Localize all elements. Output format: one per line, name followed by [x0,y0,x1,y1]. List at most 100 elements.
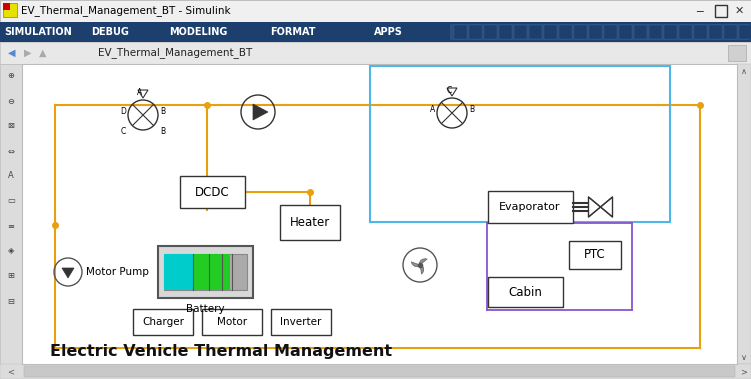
Text: EV_Thermal_Management_BT: EV_Thermal_Management_BT [98,47,252,58]
Text: A: A [430,105,435,114]
Bar [133,309,193,335]
Bar [634,25,647,39]
Bar [0,64,22,364]
Bar [728,45,746,61]
Text: B: B [469,105,474,114]
Text: Evaporator: Evaporator [499,202,561,212]
Text: B: B [160,108,165,116]
Text: ≡: ≡ [8,221,14,230]
Bar [649,25,662,39]
Bar [529,25,542,39]
Bar [192,254,230,290]
Text: ▲: ▲ [39,48,47,58]
Text: ▶: ▶ [24,48,32,58]
Bar [664,25,677,39]
Text: ✕: ✕ [734,6,743,16]
Text: DEBUG: DEBUG [91,27,129,37]
Bar [22,64,737,364]
Text: ∧: ∧ [741,66,747,75]
Bar [487,191,572,223]
Polygon shape [447,88,457,96]
Bar [487,277,562,307]
Bar [514,25,527,39]
Text: ◀: ◀ [8,48,16,58]
Bar [280,205,340,240]
Bar [158,246,252,298]
Text: ⊠: ⊠ [8,122,14,130]
Text: APPS: APPS [373,27,403,37]
Text: Charger: Charger [142,317,184,327]
Text: ⇔: ⇔ [8,147,14,155]
Bar [619,25,632,39]
Text: Heater: Heater [290,216,330,229]
Polygon shape [253,104,268,120]
Bar [679,25,692,39]
Bar [559,25,572,39]
Bar [164,254,246,290]
Polygon shape [412,262,420,267]
Text: Electric Vehicle Thermal Management: Electric Vehicle Thermal Management [50,344,392,359]
Polygon shape [601,197,613,217]
Bar [3,3,17,17]
Text: SIMULATION: SIMULATION [4,27,72,37]
Text: FORMAT: FORMAT [270,27,315,37]
Text: ⊕: ⊕ [8,72,14,80]
Text: ─: ─ [697,6,704,16]
Text: DCDC: DCDC [195,185,229,199]
Bar [569,241,621,269]
Bar [589,25,602,39]
Bar [179,176,245,208]
Bar [484,25,497,39]
Text: >: > [740,367,747,376]
Text: A: A [137,88,143,97]
Bar [0,0,751,22]
Bar [24,366,735,377]
Bar [709,25,722,39]
Bar [0,42,751,64]
Bar [604,25,617,39]
Bar [0,22,751,42]
Bar [22,64,737,364]
Bar [3,3,10,10]
Polygon shape [420,265,424,274]
Bar [0,364,751,379]
Polygon shape [589,197,601,217]
Polygon shape [138,90,148,98]
Bar [724,25,737,39]
Bar [271,309,331,335]
Text: Motor Pump: Motor Pump [86,267,149,277]
Bar [164,254,192,290]
Text: A: A [8,172,14,180]
Text: D: D [120,108,126,116]
Text: PTC: PTC [584,249,606,262]
Text: ⊞: ⊞ [8,271,14,280]
Bar [202,309,262,335]
Bar [450,24,749,40]
Text: Cabin: Cabin [508,285,542,299]
Text: ⊖: ⊖ [8,97,14,105]
Text: <: < [8,367,14,376]
Bar [469,25,482,39]
Bar [574,25,587,39]
Text: MODELING: MODELING [169,27,228,37]
Bar [694,25,707,39]
Text: C: C [446,86,451,95]
Text: B: B [160,127,165,136]
Bar [544,25,557,39]
Text: ∨: ∨ [741,352,747,362]
Text: Motor: Motor [217,317,247,327]
Bar [454,25,467,39]
Text: Inverter: Inverter [280,317,321,327]
Text: EV_Thermal_Management_BT - Simulink: EV_Thermal_Management_BT - Simulink [21,6,231,16]
Text: Battery: Battery [185,304,225,314]
Text: C: C [121,127,126,136]
Bar [499,25,512,39]
Bar [739,25,751,39]
Text: ⊟: ⊟ [8,296,14,305]
Bar [715,5,727,17]
Polygon shape [62,268,74,278]
Polygon shape [420,259,427,265]
Text: ▭: ▭ [7,196,15,205]
Bar [737,64,751,364]
Text: ◈: ◈ [8,246,14,255]
